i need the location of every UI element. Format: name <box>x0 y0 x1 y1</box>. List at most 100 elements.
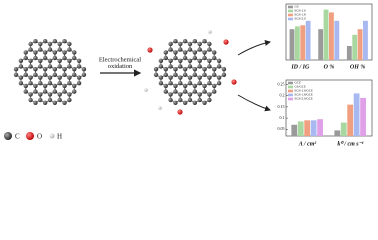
carbon-atom <box>192 55 198 61</box>
bar <box>291 124 298 136</box>
legend-swatch <box>288 81 293 85</box>
carbon-atom <box>207 41 212 47</box>
carbon-atom <box>72 72 77 78</box>
carbon-atom <box>52 83 58 89</box>
carbon-atom <box>163 67 168 72</box>
carbon-atom <box>47 75 53 80</box>
carbon-atom <box>207 92 212 97</box>
carbon-atom <box>202 50 207 55</box>
carbon-atom <box>168 41 173 47</box>
carbon-atom <box>38 47 43 52</box>
oxygen-atom <box>223 39 229 45</box>
bar <box>289 29 295 60</box>
hydrogen-atom <box>158 106 162 110</box>
legend-label: GS/GCE <box>295 85 306 89</box>
carbon-atom <box>23 72 28 78</box>
carbon-atom <box>168 58 173 63</box>
carbon-atom <box>202 39 207 44</box>
carbon-atom <box>67 64 72 69</box>
carbon-atom <box>18 58 24 63</box>
carbon-atom <box>33 89 38 94</box>
carbon-atom <box>67 47 72 52</box>
legend-label: EGS-1.8 <box>295 13 306 17</box>
carbon-atom <box>192 83 198 89</box>
carbon-atom <box>153 72 159 78</box>
carbon-atom <box>207 81 212 86</box>
carbon-atom <box>23 89 28 94</box>
carbon-atom <box>173 89 178 94</box>
bar <box>323 9 329 61</box>
carbon-atom <box>72 89 77 94</box>
carbon-atom <box>76 75 82 80</box>
legend-atom-o <box>26 132 34 140</box>
carbon-atom <box>158 81 164 86</box>
carbon-atom <box>47 47 53 52</box>
carbon-atom <box>202 55 207 61</box>
carbon-atom <box>42 50 48 55</box>
carbon-atom <box>47 41 53 47</box>
carbon-atom <box>42 89 48 94</box>
carbon-atom <box>72 50 77 55</box>
carbon-atom <box>197 58 202 63</box>
carbon-atom <box>158 64 164 69</box>
carbon-atom <box>42 67 48 72</box>
carbon-atom <box>72 67 77 72</box>
carbon-atom <box>178 64 183 69</box>
carbon-atom <box>38 81 43 86</box>
carbon-atom <box>28 47 33 52</box>
carbon-atom <box>168 47 173 52</box>
legend-label: C <box>15 133 20 141</box>
carbon-atom <box>187 81 193 86</box>
carbon-atom <box>158 75 164 80</box>
carbon-atom <box>163 83 168 89</box>
carbon-atom <box>67 58 72 63</box>
carbon-atom <box>42 100 48 106</box>
bar <box>310 120 317 136</box>
carbon-atom <box>67 97 72 103</box>
carbon-atom <box>212 55 217 61</box>
bar <box>318 29 324 60</box>
carbon-atom <box>62 50 67 55</box>
carbon-atom <box>207 64 212 69</box>
carbon-atom <box>67 75 72 80</box>
bar <box>346 46 352 60</box>
carbon-atom <box>207 75 212 80</box>
carbon-atom <box>47 81 53 86</box>
carbon-atom <box>42 83 48 89</box>
legend-swatch <box>288 89 293 93</box>
curved-arrow <box>237 40 271 56</box>
bar <box>317 119 323 136</box>
carbon-atom <box>76 64 82 69</box>
carbon-atom <box>33 100 38 106</box>
carbon-atom <box>192 50 198 55</box>
legend-label: O <box>37 133 42 141</box>
carbon-atom <box>67 81 72 86</box>
carbon-atom <box>192 72 198 78</box>
carbon-atom <box>173 83 178 89</box>
carbon-atom <box>62 55 67 61</box>
legend-swatch <box>288 93 293 97</box>
carbon-atom <box>62 39 67 44</box>
carbon-atom <box>216 64 222 69</box>
carbon-atom <box>212 50 217 55</box>
carbon-atom <box>178 47 183 52</box>
carbon-atom <box>18 75 24 80</box>
carbon-atom <box>187 47 193 52</box>
carbon-atom <box>182 67 188 72</box>
legend-label: EGS-1.8/GCE <box>295 93 313 97</box>
legend-swatch <box>288 9 293 13</box>
bar <box>329 12 334 60</box>
carbon-atom <box>187 97 193 103</box>
carbon-atom <box>42 55 48 61</box>
carbon-atom <box>47 58 53 63</box>
carbon-atom <box>192 39 198 44</box>
carbon-atom <box>182 83 188 89</box>
carbon-atom <box>72 83 77 89</box>
carbon-atom <box>192 89 198 94</box>
page: {"diagram": {"arrow_label": ["Electroche… <box>4 3 373 148</box>
legend-label: GCE <box>295 81 301 85</box>
y-tick-label: 0.15 <box>278 104 285 109</box>
carbon-atom <box>182 72 188 78</box>
carbon-atom <box>23 50 28 55</box>
carbon-atom <box>23 55 28 61</box>
